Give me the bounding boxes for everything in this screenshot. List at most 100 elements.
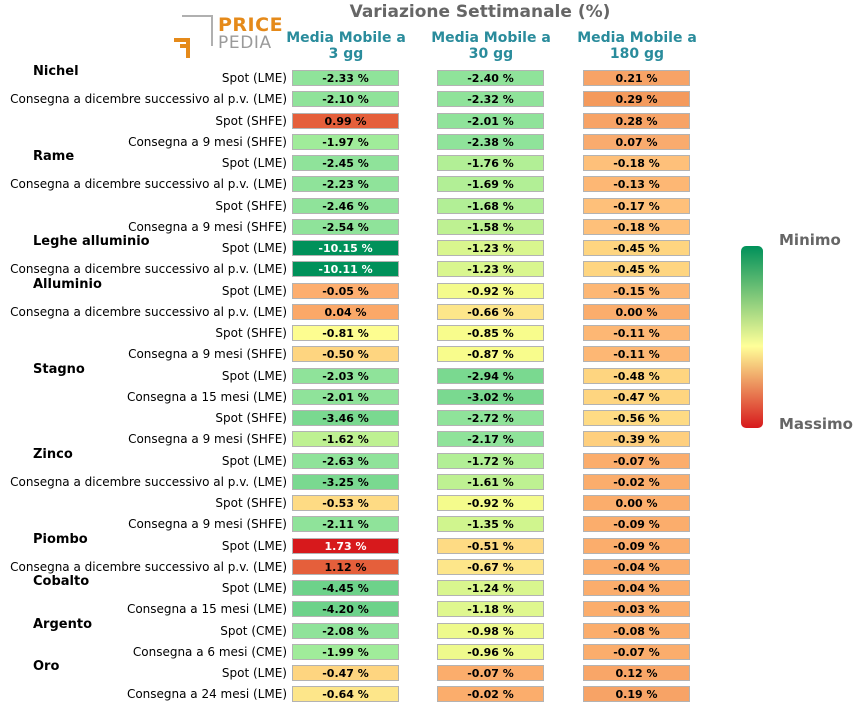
value-cell: -0.04 % (583, 559, 690, 575)
value-cell: -2.32 % (437, 91, 544, 107)
value-cell: -0.98 % (437, 623, 544, 639)
value-cell: -3.25 % (292, 474, 399, 490)
value-cell: -0.53 % (292, 495, 399, 511)
row-label: Spot (LME) (222, 666, 287, 680)
value-cell: -2.94 % (437, 368, 544, 384)
row-label: Consegna a 15 mesi (LME) (127, 390, 287, 404)
value-cell: -0.66 % (437, 304, 544, 320)
value-cell: -0.09 % (583, 516, 690, 532)
row-label: Consegna a 9 mesi (SHFE) (128, 220, 287, 234)
value-cell: -0.50 % (292, 346, 399, 362)
value-cell: 1.12 % (292, 559, 399, 575)
row-label: Spot (SHFE) (215, 114, 287, 128)
value-cell: -0.11 % (583, 325, 690, 341)
value-cell: -0.87 % (437, 346, 544, 362)
row-label: Consegna a 9 mesi (SHFE) (128, 432, 287, 446)
value-cell: -3.46 % (292, 410, 399, 426)
row-label: Consegna a 9 mesi (SHFE) (128, 135, 287, 149)
group-label-leghe-alluminio: Leghe alluminio (33, 234, 150, 249)
value-cell: -0.81 % (292, 325, 399, 341)
row-label: Consegna a 24 mesi (LME) (127, 687, 287, 701)
value-cell: -1.23 % (437, 261, 544, 277)
value-cell: -1.24 % (437, 580, 544, 596)
value-cell: -1.62 % (292, 431, 399, 447)
value-cell: -0.13 % (583, 176, 690, 192)
value-cell: -1.97 % (292, 134, 399, 150)
group-label-oro: Oro (33, 659, 59, 674)
value-cell: -0.03 % (583, 601, 690, 617)
row-label: Consegna a 9 mesi (SHFE) (128, 517, 287, 531)
group-label-rame: Rame (33, 149, 74, 164)
value-cell: -0.47 % (292, 665, 399, 681)
value-cell: -0.56 % (583, 410, 690, 426)
value-cell: -1.18 % (437, 601, 544, 617)
value-cell: -2.54 % (292, 219, 399, 235)
row-label: Spot (SHFE) (215, 199, 287, 213)
value-cell: -1.72 % (437, 453, 544, 469)
value-cell: 0.07 % (583, 134, 690, 150)
value-cell: -0.07 % (583, 644, 690, 660)
legend-min-label: Minimo (779, 231, 841, 249)
value-cell: -0.96 % (437, 644, 544, 660)
value-cell: -0.17 % (583, 198, 690, 214)
value-cell: -0.09 % (583, 538, 690, 554)
row-label: Consegna a 15 mesi (LME) (127, 602, 287, 616)
value-cell: 0.00 % (583, 304, 690, 320)
value-cell: -1.68 % (437, 198, 544, 214)
row-label: Spot (LME) (222, 581, 287, 595)
value-cell: -0.07 % (437, 665, 544, 681)
column-header-30gg: Media Mobile a 30 gg (426, 30, 556, 62)
group-label-piombo: Piombo (33, 532, 88, 547)
value-cell: -2.72 % (437, 410, 544, 426)
value-cell: -0.48 % (583, 368, 690, 384)
row-label: Spot (LME) (222, 454, 287, 468)
value-cell: -0.07 % (583, 453, 690, 469)
value-cell: 0.12 % (583, 665, 690, 681)
row-label: Spot (LME) (222, 241, 287, 255)
value-cell: -0.92 % (437, 283, 544, 299)
column-header-180gg: Media Mobile a 180 gg (572, 30, 702, 62)
row-label: Consegna a dicembre successivo al p.v. (… (10, 305, 287, 319)
row-label: Spot (LME) (222, 539, 287, 553)
value-cell: -0.47 % (583, 389, 690, 405)
row-label: Consegna a 9 mesi (SHFE) (128, 347, 287, 361)
value-cell: -1.61 % (437, 474, 544, 490)
value-cell: -0.11 % (583, 346, 690, 362)
value-cell: -10.15 % (292, 240, 399, 256)
value-cell: -2.17 % (437, 431, 544, 447)
row-label: Consegna a dicembre successivo al p.v. (… (10, 177, 287, 191)
column-header-3gg: Media Mobile a 3 gg (281, 30, 411, 62)
value-cell: -2.03 % (292, 368, 399, 384)
value-cell: 0.29 % (583, 91, 690, 107)
logo-mark-icon (172, 14, 216, 62)
logo-word-pedia: PEDIA (218, 33, 272, 53)
value-cell: -0.04 % (583, 580, 690, 596)
value-cell: -0.02 % (583, 474, 690, 490)
value-cell: -2.23 % (292, 176, 399, 192)
value-cell: -0.85 % (437, 325, 544, 341)
value-cell: -2.10 % (292, 91, 399, 107)
value-cell: -0.08 % (583, 623, 690, 639)
row-label: Consegna a dicembre successivo al p.v. (… (10, 262, 287, 276)
legend-max-label: Massimo (779, 415, 853, 433)
row-label: Consegna a dicembre successivo al p.v. (… (10, 92, 287, 106)
value-cell: -0.05 % (292, 283, 399, 299)
row-label: Spot (LME) (222, 156, 287, 170)
value-cell: 1.73 % (292, 538, 399, 554)
value-cell: 0.04 % (292, 304, 399, 320)
color-scale-legend (741, 246, 763, 428)
row-label: Spot (LME) (222, 284, 287, 298)
value-cell: -0.39 % (583, 431, 690, 447)
value-cell: -1.58 % (437, 219, 544, 235)
value-cell: -2.01 % (437, 113, 544, 129)
value-cell: -1.99 % (292, 644, 399, 660)
value-cell: -2.45 % (292, 155, 399, 171)
row-label: Spot (CME) (220, 624, 287, 638)
value-cell: -4.45 % (292, 580, 399, 596)
value-cell: 0.21 % (583, 70, 690, 86)
pricepedia-logo: PRICE PEDIA (172, 14, 272, 62)
value-cell: -0.02 % (437, 686, 544, 702)
value-cell: -0.45 % (583, 261, 690, 277)
value-cell: -0.51 % (437, 538, 544, 554)
value-cell: -2.63 % (292, 453, 399, 469)
